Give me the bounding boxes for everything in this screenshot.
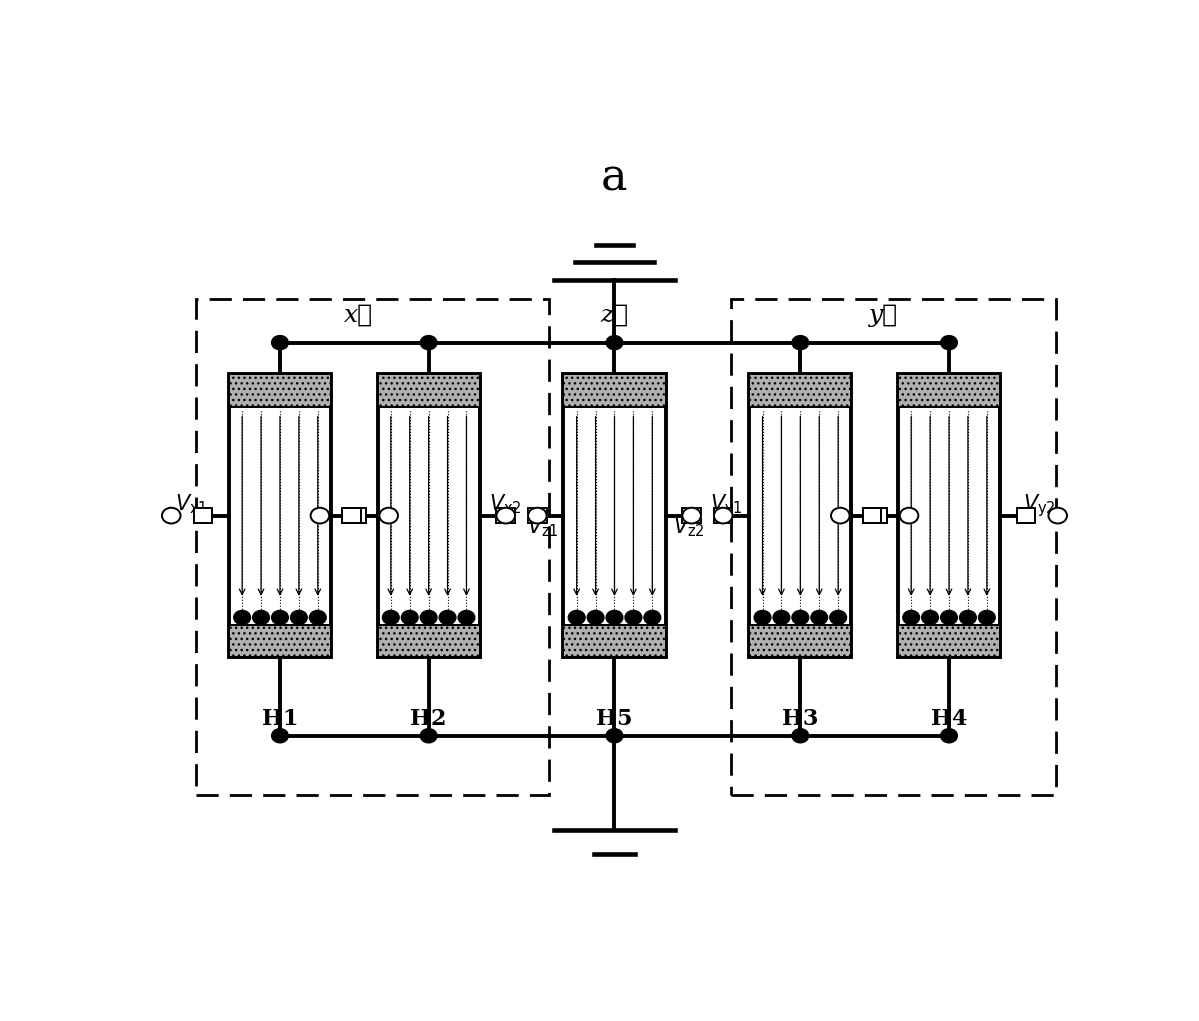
Circle shape <box>754 611 771 625</box>
Circle shape <box>793 336 808 350</box>
Circle shape <box>978 611 995 625</box>
Circle shape <box>528 507 547 524</box>
Circle shape <box>793 729 808 743</box>
Circle shape <box>773 611 790 625</box>
Text: y轴: y轴 <box>869 303 898 327</box>
Circle shape <box>162 507 181 524</box>
Circle shape <box>439 611 456 625</box>
Bar <box>564 374 665 406</box>
Circle shape <box>588 611 604 625</box>
Circle shape <box>793 611 808 625</box>
Text: H4: H4 <box>930 709 968 730</box>
Text: H2: H2 <box>410 709 447 730</box>
Circle shape <box>272 611 288 625</box>
Text: $V_{\mathrm{y1}}$: $V_{\mathrm{y1}}$ <box>710 492 742 519</box>
Bar <box>229 625 331 658</box>
Text: H3: H3 <box>782 709 819 730</box>
Circle shape <box>899 507 918 524</box>
Circle shape <box>309 611 326 625</box>
Bar <box>528 507 547 524</box>
Text: $V_{\mathrm{z2}}$: $V_{\mathrm{z2}}$ <box>673 516 705 539</box>
Circle shape <box>234 611 251 625</box>
Bar <box>868 507 887 524</box>
Circle shape <box>568 611 585 625</box>
Bar <box>564 625 665 658</box>
Bar <box>749 374 851 658</box>
Bar <box>898 625 1000 658</box>
Text: $V_{\mathrm{y2}}$: $V_{\mathrm{y2}}$ <box>1024 492 1056 519</box>
Text: z轴: z轴 <box>601 303 628 327</box>
Circle shape <box>1048 507 1067 524</box>
Bar <box>898 374 1000 658</box>
Bar <box>378 374 480 406</box>
Circle shape <box>311 507 330 524</box>
Bar <box>749 374 851 406</box>
Circle shape <box>607 729 622 743</box>
Bar <box>564 374 665 658</box>
Circle shape <box>625 611 641 625</box>
Bar <box>682 507 701 524</box>
Bar <box>197 299 549 794</box>
Bar <box>348 507 367 524</box>
Bar <box>713 507 733 524</box>
Circle shape <box>713 507 733 524</box>
Text: $V_{\mathrm{x2}}$: $V_{\mathrm{x2}}$ <box>489 492 522 516</box>
Bar <box>193 507 212 524</box>
Circle shape <box>682 507 701 524</box>
Bar <box>898 374 1000 406</box>
Text: $V_{\mathrm{x1}}$: $V_{\mathrm{x1}}$ <box>175 492 207 516</box>
Circle shape <box>941 729 957 743</box>
Text: H5: H5 <box>596 709 633 730</box>
Circle shape <box>922 611 939 625</box>
Circle shape <box>421 729 436 743</box>
Text: H1: H1 <box>261 709 299 730</box>
Circle shape <box>458 611 475 625</box>
Text: a: a <box>601 156 628 199</box>
Circle shape <box>421 611 436 625</box>
Bar <box>342 507 361 524</box>
Bar <box>229 374 331 406</box>
Circle shape <box>941 611 957 625</box>
Bar <box>496 507 516 524</box>
Bar <box>378 374 480 658</box>
Text: x轴: x轴 <box>344 303 374 327</box>
Circle shape <box>607 336 622 350</box>
Bar <box>730 299 1056 794</box>
Circle shape <box>253 611 270 625</box>
Circle shape <box>421 336 436 350</box>
Bar <box>229 374 331 658</box>
Circle shape <box>607 611 622 625</box>
Circle shape <box>402 611 418 625</box>
Bar <box>749 625 851 658</box>
Circle shape <box>831 507 850 524</box>
Circle shape <box>644 611 661 625</box>
Text: $V_{\mathrm{z1}}$: $V_{\mathrm{z1}}$ <box>526 516 559 539</box>
Circle shape <box>811 611 827 625</box>
Circle shape <box>272 729 288 743</box>
Circle shape <box>941 336 957 350</box>
Circle shape <box>496 507 516 524</box>
Circle shape <box>272 336 288 350</box>
Circle shape <box>379 507 398 524</box>
Circle shape <box>903 611 920 625</box>
Bar <box>1017 507 1036 524</box>
Circle shape <box>959 611 976 625</box>
Circle shape <box>382 611 399 625</box>
Circle shape <box>290 611 307 625</box>
Bar <box>862 507 881 524</box>
Bar <box>378 625 480 658</box>
Circle shape <box>830 611 846 625</box>
